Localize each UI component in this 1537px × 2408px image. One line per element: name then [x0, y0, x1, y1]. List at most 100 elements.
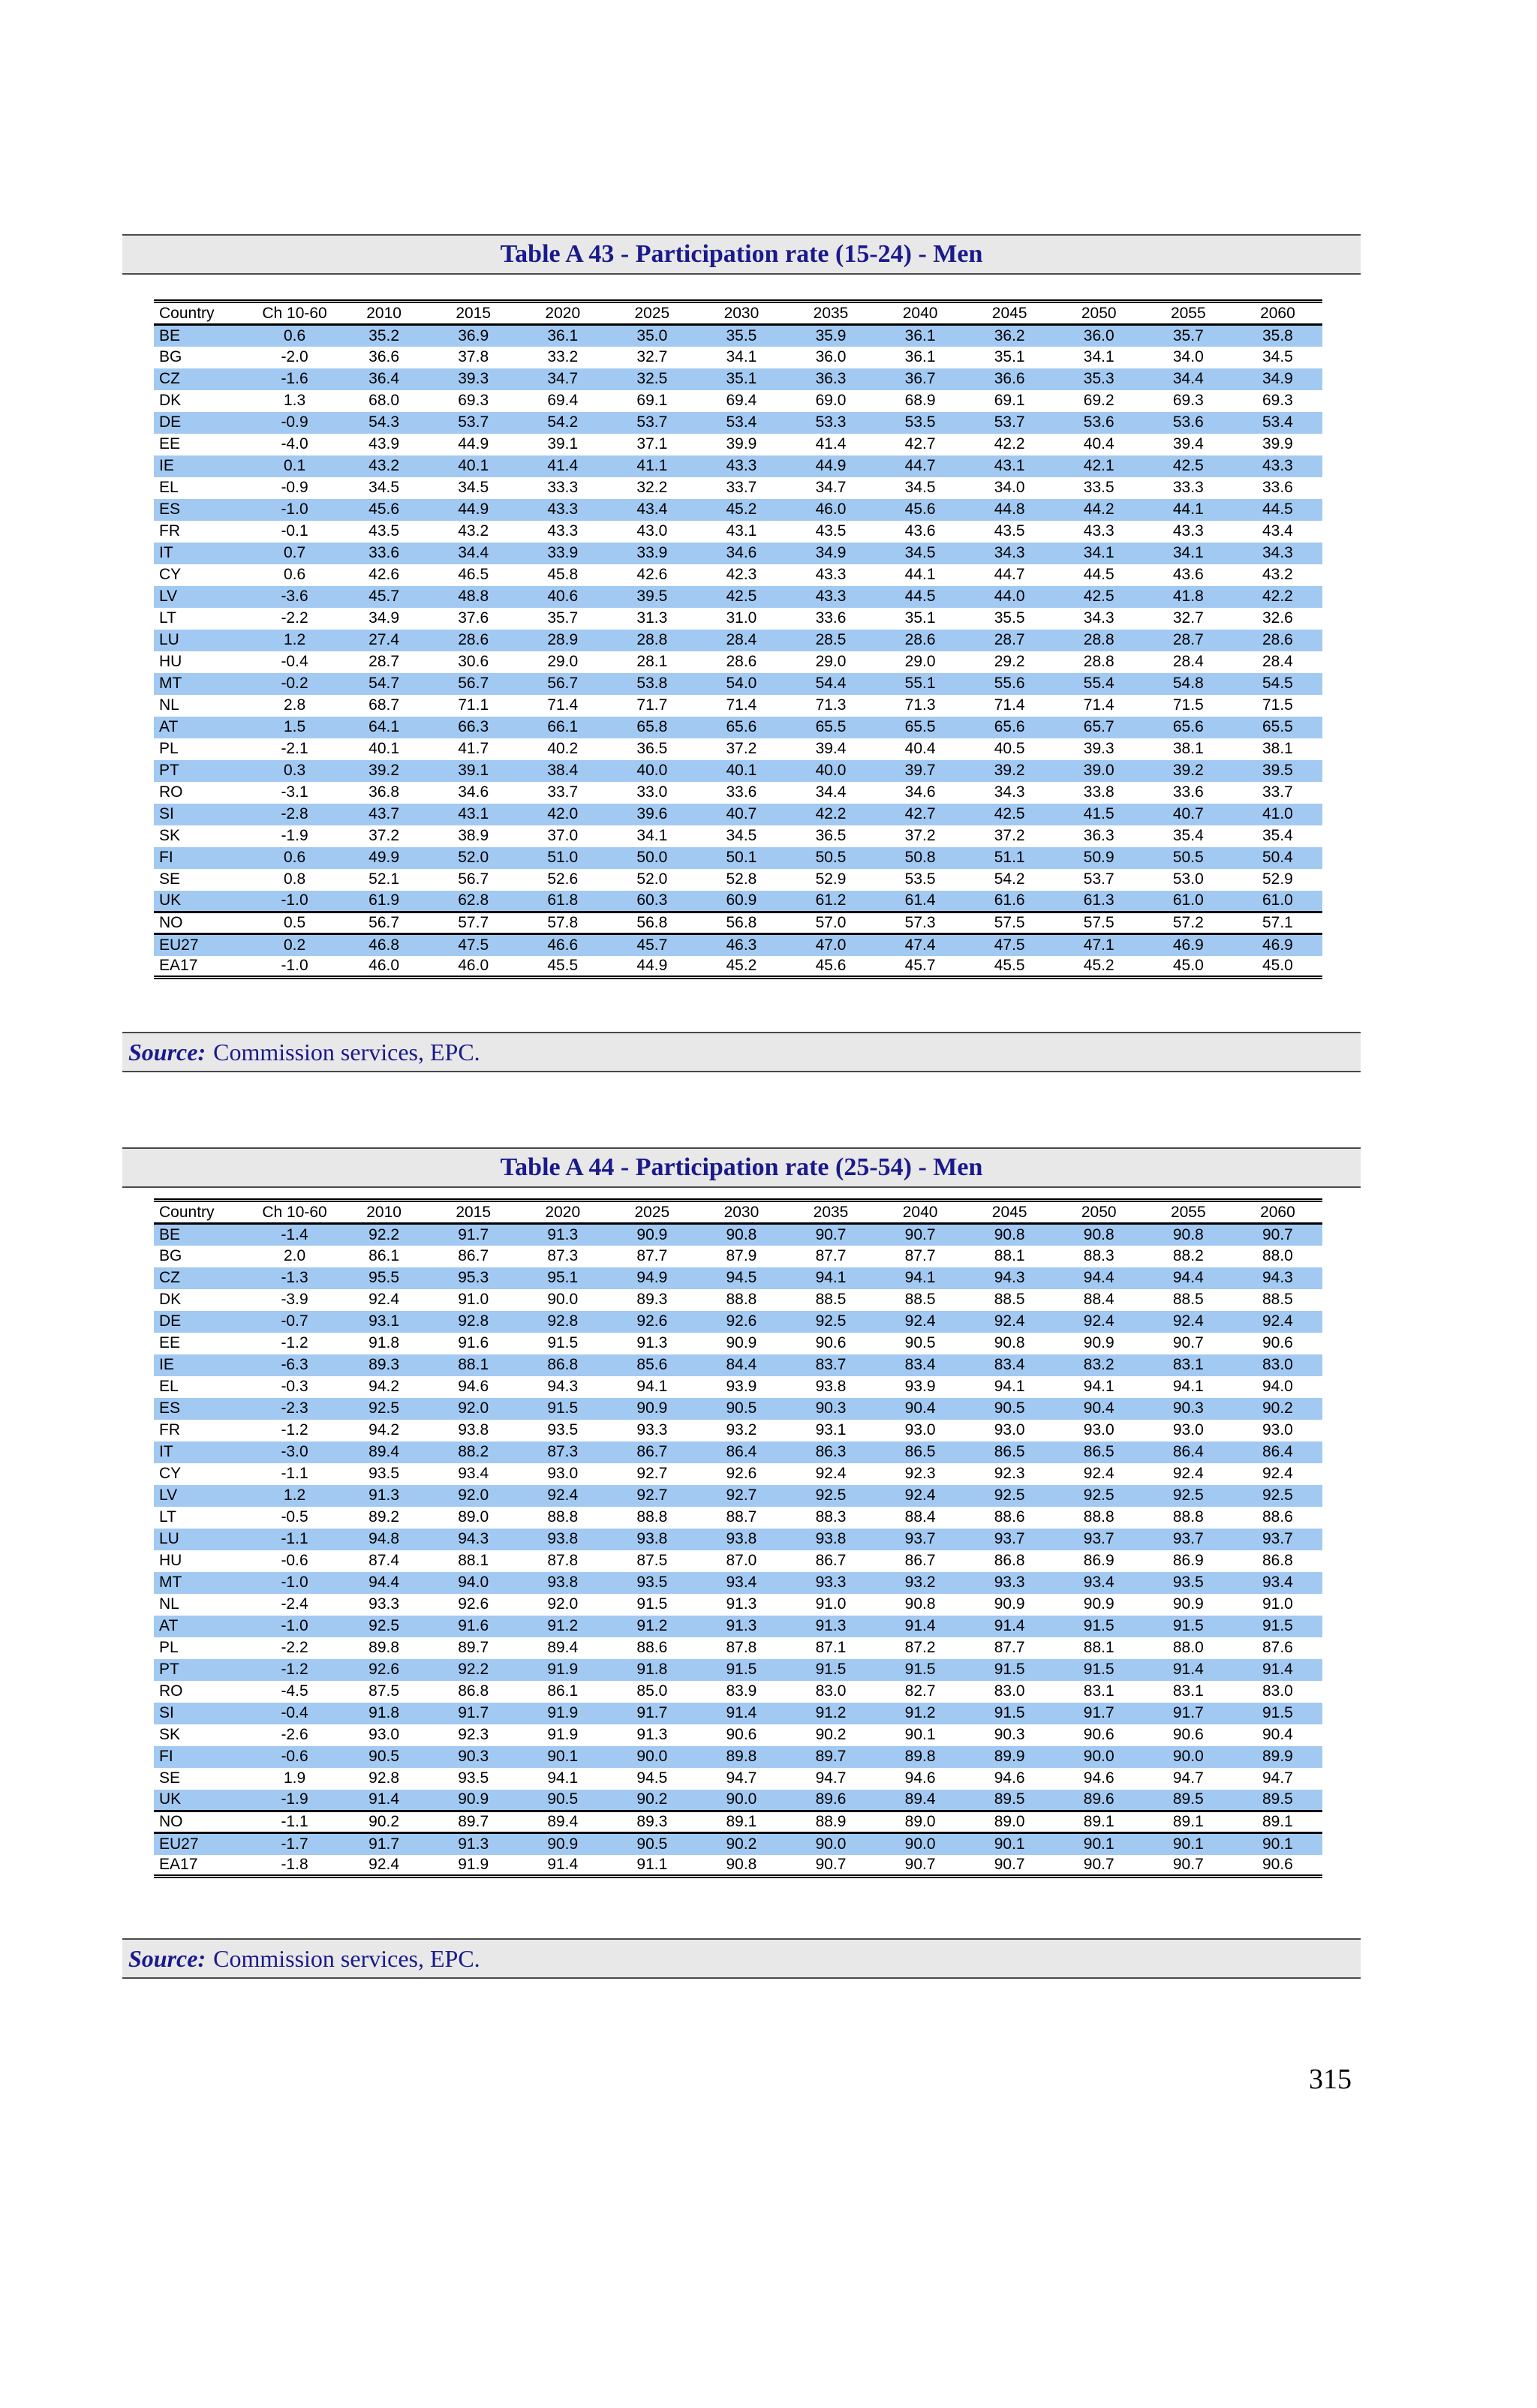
value-cell: -1.2 [281, 1421, 308, 1438]
value-cell: 42.2 [786, 803, 876, 825]
value-cell: 94.0 [429, 1571, 519, 1594]
value-cell: 87.5 [368, 1682, 400, 1700]
value-cell: 89.6 [1054, 1789, 1144, 1812]
value-cell: 43.1 [964, 455, 1054, 477]
country-cell: UK [154, 890, 250, 913]
value-cell: 90.5 [518, 1789, 608, 1812]
value-cell: 83.1 [1083, 1682, 1114, 1700]
value-cell: 88.1 [994, 1247, 1025, 1264]
value-cell: 44.0 [964, 585, 1054, 608]
value-cell: 94.7 [726, 1769, 757, 1787]
value-cell: 36.4 [339, 368, 429, 390]
value-cell: 91.8 [368, 1334, 400, 1351]
table-row: EL -0.3 94.2 94.6 94.3 94.1 93.9 93.8 93.9 94.1 94… [154, 1376, 1322, 1398]
value-cell: 90.9 [1083, 1595, 1114, 1613]
country-cell: DK [159, 392, 182, 409]
value-cell: 91.5 [518, 1397, 608, 1420]
table-row: EU27 -1.7 91.7 91.3 90.9 90.5 90.2 90.0 90.0 90.1… [154, 1832, 1322, 1855]
value-cell: 91.5 [786, 1658, 876, 1681]
value-cell: 36.0 [1054, 324, 1144, 347]
value-cell: 90.2 [1232, 1397, 1322, 1420]
value-cell: 37.2 [904, 827, 936, 844]
value-cell: 28.7 [964, 629, 1054, 651]
value-cell: 2.0 [283, 1247, 306, 1264]
value-cell: 43.3 [696, 455, 787, 477]
country-cell: MT [154, 1571, 250, 1594]
value-cell: 34.9 [368, 609, 400, 627]
value-cell: 94.1 [875, 1267, 965, 1289]
value-cell: 83.7 [786, 1354, 876, 1376]
value-cell: 93.1 [815, 1421, 847, 1438]
value-cell: 88.3 [815, 1508, 847, 1526]
value-cell: 1.9 [283, 1769, 306, 1787]
table-row: CY 0.6 42.6 46.5 45.8 42.6 42.3 43.3 44.1 44.7 44.… [154, 564, 1322, 586]
value-cell: 43.3 [518, 498, 608, 521]
value-cell: -1.9 [250, 1789, 340, 1812]
value-cell: 89.1 [1143, 1811, 1233, 1834]
value-cell: -1.4 [250, 1223, 340, 1246]
value-cell: 35.1 [904, 609, 936, 627]
value-cell: 40.5 [994, 740, 1025, 757]
value-cell: 44.7 [875, 455, 965, 477]
value-cell: 88.1 [429, 1354, 519, 1376]
value-cell: 66.3 [429, 716, 519, 738]
value-cell: 94.3 [429, 1528, 519, 1550]
value-cell: 29.0 [815, 653, 847, 670]
value-cell: 53.7 [429, 411, 519, 434]
value-cell: 50.9 [1054, 846, 1144, 869]
value-cell: 86.9 [1083, 1552, 1114, 1569]
value-cell: 45.6 [875, 498, 965, 521]
country-cell: EE [159, 1334, 181, 1351]
value-cell: 53.6 [1054, 411, 1144, 434]
value-cell: 35.9 [786, 324, 876, 347]
value-cell: 45.2 [1083, 956, 1114, 974]
value-cell: 33.9 [518, 542, 608, 564]
value-cell: 91.8 [607, 1658, 697, 1681]
value-cell: 40.0 [607, 759, 697, 782]
value-cell: 91.6 [458, 1334, 489, 1351]
value-cell: 88.5 [1262, 1291, 1293, 1308]
country-cell: EU27 [154, 933, 250, 956]
value-cell: 89.8 [696, 1745, 787, 1768]
country-cell: PT [154, 1658, 250, 1681]
value-cell: 92.5 [786, 1310, 876, 1333]
table-row: LT -2.2 34.9 37.6 35.7 31.3 31.0 33.6 35.1 35.5 34… [154, 608, 1322, 630]
value-cell: 90.6 [1172, 1726, 1204, 1743]
value-cell: 61.0 [1232, 890, 1322, 913]
value-cell: 33.6 [1262, 479, 1293, 496]
value-cell: 47.5 [429, 933, 519, 956]
value-cell: 31.0 [726, 609, 757, 627]
source-text: Commission services, EPC. [213, 1038, 480, 1066]
value-cell: 33.6 [1172, 783, 1204, 801]
value-cell: 43.5 [368, 522, 400, 540]
value-cell: 90.0 [547, 1291, 579, 1308]
value-cell: 46.9 [1143, 933, 1233, 956]
value-cell: 90.0 [1143, 1745, 1233, 1768]
value-cell: -1.0 [250, 498, 340, 521]
value-cell: 39.1 [429, 759, 519, 782]
value-cell: 93.3 [636, 1421, 668, 1438]
value-cell: 91.5 [1054, 1615, 1144, 1637]
column-header: 2045 [991, 304, 1027, 322]
country-cell: SE [159, 1769, 181, 1787]
value-cell: 39.5 [607, 585, 697, 608]
value-cell: 53.4 [1232, 411, 1322, 434]
value-cell: 93.5 [458, 1769, 489, 1787]
country-cell: EU27 [154, 1832, 250, 1855]
value-cell: 91.5 [1232, 1615, 1322, 1637]
column-header: 2025 [634, 304, 670, 322]
country-cell: LV [154, 585, 250, 608]
value-cell: -1.0 [250, 1615, 340, 1637]
value-cell: 91.5 [1143, 1615, 1233, 1637]
value-cell: 43.5 [994, 522, 1025, 540]
value-cell: 40.4 [904, 740, 936, 757]
value-cell: 42.6 [636, 566, 668, 583]
value-cell: 43.4 [1262, 522, 1293, 540]
value-cell: 90.3 [786, 1397, 876, 1420]
value-cell: 45.8 [547, 566, 579, 583]
value-cell: 91.5 [1232, 1702, 1322, 1724]
value-cell: 41.5 [1054, 803, 1144, 825]
value-cell: 89.9 [1232, 1745, 1322, 1768]
value-cell: 92.5 [339, 1615, 429, 1637]
value-cell: 0.3 [250, 759, 340, 782]
